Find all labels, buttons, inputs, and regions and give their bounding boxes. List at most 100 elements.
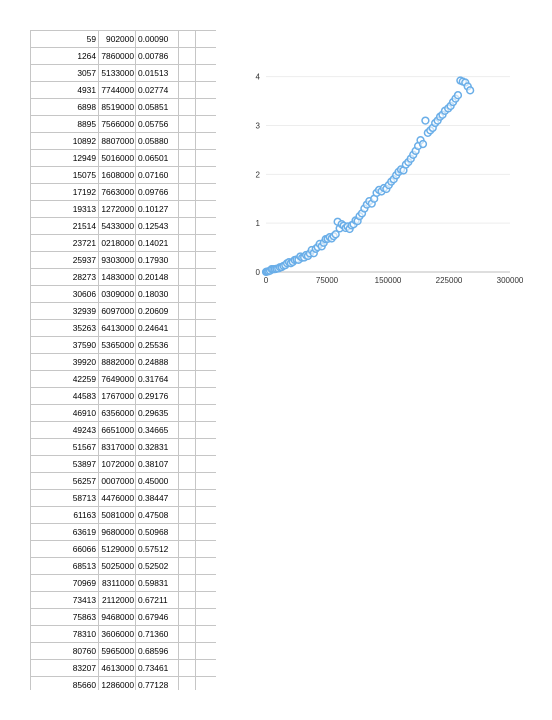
cell-value[interactable]: 6651000: [98, 421, 136, 439]
cell-value[interactable]: 0007000: [98, 472, 136, 490]
cell-empty[interactable]: [195, 574, 216, 592]
cell-index[interactable]: 83207: [30, 659, 99, 677]
cell-index[interactable]: 44583: [30, 387, 99, 405]
cell-ratio[interactable]: 0.24888: [135, 353, 179, 371]
cell-ratio[interactable]: 0.17930: [135, 251, 179, 269]
cell-ratio[interactable]: 0.20148: [135, 268, 179, 286]
cell-empty[interactable]: [178, 98, 196, 116]
cell-empty[interactable]: [195, 421, 216, 439]
cell-value[interactable]: 4613000: [98, 659, 136, 677]
cell-value[interactable]: 7649000: [98, 370, 136, 388]
cell-empty[interactable]: [195, 659, 216, 677]
cell-ratio[interactable]: 0.12543: [135, 217, 179, 235]
cell-index[interactable]: 3057: [30, 64, 99, 82]
cell-ratio[interactable]: 0.52502: [135, 557, 179, 575]
cell-value[interactable]: 8311000: [98, 574, 136, 592]
cell-index[interactable]: 6898: [30, 98, 99, 116]
cell-index[interactable]: 17192: [30, 183, 99, 201]
cell-empty[interactable]: [178, 540, 196, 558]
cell-empty[interactable]: [195, 472, 216, 490]
cell-empty[interactable]: [178, 47, 196, 65]
cell-index[interactable]: 46910: [30, 404, 99, 422]
cell-value[interactable]: 8807000: [98, 132, 136, 150]
cell-ratio[interactable]: 0.29635: [135, 404, 179, 422]
cell-empty[interactable]: [178, 574, 196, 592]
cell-index[interactable]: 70969: [30, 574, 99, 592]
cell-index[interactable]: 68513: [30, 557, 99, 575]
cell-index[interactable]: 49243: [30, 421, 99, 439]
cell-ratio[interactable]: 0.24641: [135, 319, 179, 337]
cell-empty[interactable]: [195, 336, 216, 354]
cell-empty[interactable]: [195, 319, 216, 337]
cell-value[interactable]: 5965000: [98, 642, 136, 660]
cell-empty[interactable]: [178, 336, 196, 354]
cell-ratio[interactable]: 0.00090: [135, 30, 179, 48]
cell-ratio[interactable]: 0.57512: [135, 540, 179, 558]
cell-empty[interactable]: [178, 353, 196, 371]
cell-empty[interactable]: [195, 234, 216, 252]
cell-index[interactable]: 56257: [30, 472, 99, 490]
cell-value[interactable]: 7860000: [98, 47, 136, 65]
cell-ratio[interactable]: 0.38107: [135, 455, 179, 473]
cell-ratio[interactable]: 0.68596: [135, 642, 179, 660]
cell-empty[interactable]: [195, 455, 216, 473]
cell-empty[interactable]: [195, 642, 216, 660]
cell-empty[interactable]: [195, 489, 216, 507]
cell-ratio[interactable]: 0.31764: [135, 370, 179, 388]
cell-index[interactable]: 39920: [30, 353, 99, 371]
cell-empty[interactable]: [178, 149, 196, 167]
cell-index[interactable]: 53897: [30, 455, 99, 473]
cell-value[interactable]: 5433000: [98, 217, 136, 235]
cell-value[interactable]: 8882000: [98, 353, 136, 371]
cell-ratio[interactable]: 0.50968: [135, 523, 179, 541]
cell-empty[interactable]: [195, 81, 216, 99]
cell-ratio[interactable]: 0.38447: [135, 489, 179, 507]
cell-empty[interactable]: [195, 625, 216, 643]
cell-ratio[interactable]: 0.01513: [135, 64, 179, 82]
cell-empty[interactable]: [178, 438, 196, 456]
cell-empty[interactable]: [178, 591, 196, 609]
cell-index[interactable]: 58713: [30, 489, 99, 507]
cell-ratio[interactable]: 0.00786: [135, 47, 179, 65]
cell-index[interactable]: 63619: [30, 523, 99, 541]
cell-value[interactable]: 5016000: [98, 149, 136, 167]
cell-empty[interactable]: [195, 183, 216, 201]
cell-value[interactable]: 1072000: [98, 455, 136, 473]
cell-empty[interactable]: [178, 319, 196, 337]
cell-index[interactable]: 80760: [30, 642, 99, 660]
cell-ratio[interactable]: 0.02774: [135, 81, 179, 99]
cell-index[interactable]: 78310: [30, 625, 99, 643]
cell-empty[interactable]: [195, 149, 216, 167]
cell-empty[interactable]: [195, 557, 216, 575]
cell-empty[interactable]: [178, 404, 196, 422]
cell-index[interactable]: 25937: [30, 251, 99, 269]
cell-empty[interactable]: [195, 540, 216, 558]
cell-value[interactable]: 6356000: [98, 404, 136, 422]
cell-value[interactable]: 9303000: [98, 251, 136, 269]
cell-ratio[interactable]: 0.71360: [135, 625, 179, 643]
cell-value[interactable]: 4476000: [98, 489, 136, 507]
cell-value[interactable]: 1286000: [98, 676, 136, 690]
cell-value[interactable]: 2112000: [98, 591, 136, 609]
cell-value[interactable]: 8317000: [98, 438, 136, 456]
cell-empty[interactable]: [178, 268, 196, 286]
cell-value[interactable]: 1767000: [98, 387, 136, 405]
cell-empty[interactable]: [195, 404, 216, 422]
cell-index[interactable]: 15075: [30, 166, 99, 184]
cell-ratio[interactable]: 0.06501: [135, 149, 179, 167]
cell-value[interactable]: 9468000: [98, 608, 136, 626]
cell-index[interactable]: 85660: [30, 676, 99, 690]
cell-empty[interactable]: [178, 251, 196, 269]
cell-index[interactable]: 28273: [30, 268, 99, 286]
cell-empty[interactable]: [195, 608, 216, 626]
cell-ratio[interactable]: 0.73461: [135, 659, 179, 677]
cell-value[interactable]: 3606000: [98, 625, 136, 643]
cell-empty[interactable]: [195, 251, 216, 269]
cell-ratio[interactable]: 0.05851: [135, 98, 179, 116]
cell-value[interactable]: 8519000: [98, 98, 136, 116]
cell-empty[interactable]: [178, 455, 196, 473]
cell-index[interactable]: 35263: [30, 319, 99, 337]
cell-ratio[interactable]: 0.07160: [135, 166, 179, 184]
cell-empty[interactable]: [178, 659, 196, 677]
cell-value[interactable]: 5365000: [98, 336, 136, 354]
